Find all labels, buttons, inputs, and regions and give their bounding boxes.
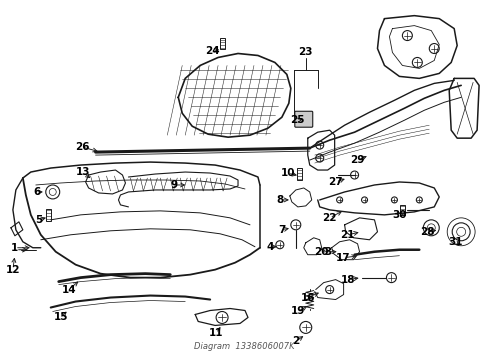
Text: 18: 18: [340, 275, 354, 285]
Text: 15: 15: [53, 312, 68, 323]
Text: 25: 25: [290, 115, 305, 125]
Text: 26: 26: [75, 142, 90, 152]
Text: 13: 13: [75, 167, 90, 177]
Bar: [297, 168, 302, 180]
Text: 22: 22: [322, 213, 336, 223]
Text: 21: 21: [340, 230, 354, 240]
Text: 5: 5: [35, 215, 42, 225]
Bar: [219, 38, 224, 49]
Text: 19: 19: [290, 306, 305, 316]
Text: 28: 28: [419, 227, 434, 237]
Text: 16: 16: [300, 293, 314, 302]
Text: 1: 1: [11, 243, 19, 253]
Text: 30: 30: [391, 210, 406, 220]
Text: 23: 23: [298, 48, 312, 58]
Text: 7: 7: [278, 225, 285, 235]
Text: 14: 14: [61, 284, 76, 294]
Text: 24: 24: [204, 45, 219, 55]
Text: 12: 12: [6, 265, 20, 275]
Text: 2: 2: [291, 336, 299, 346]
Text: 4: 4: [265, 242, 273, 252]
Bar: [46, 209, 51, 221]
Text: 10: 10: [280, 168, 294, 178]
Text: 17: 17: [336, 253, 350, 263]
Text: 11: 11: [208, 328, 223, 338]
Text: 9: 9: [170, 180, 178, 190]
FancyBboxPatch shape: [294, 111, 312, 127]
Text: 27: 27: [327, 177, 342, 187]
Bar: [399, 205, 404, 215]
Text: 8: 8: [276, 195, 283, 205]
Text: 29: 29: [350, 155, 364, 165]
Text: 31: 31: [447, 237, 462, 247]
Text: 20: 20: [314, 247, 328, 257]
Text: 3: 3: [324, 247, 331, 257]
Text: Diagram  1338606007K: Diagram 1338606007K: [194, 342, 294, 351]
Text: 6: 6: [33, 187, 41, 197]
